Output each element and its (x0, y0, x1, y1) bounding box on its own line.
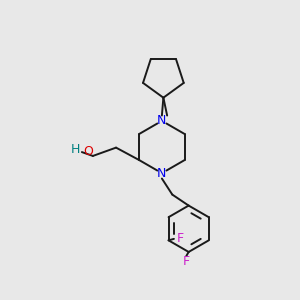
Text: H: H (71, 143, 81, 156)
Text: F: F (176, 232, 183, 245)
Text: F: F (183, 255, 190, 268)
Text: O: O (83, 145, 93, 158)
Text: N: N (157, 167, 167, 180)
Text: N: N (157, 114, 167, 128)
